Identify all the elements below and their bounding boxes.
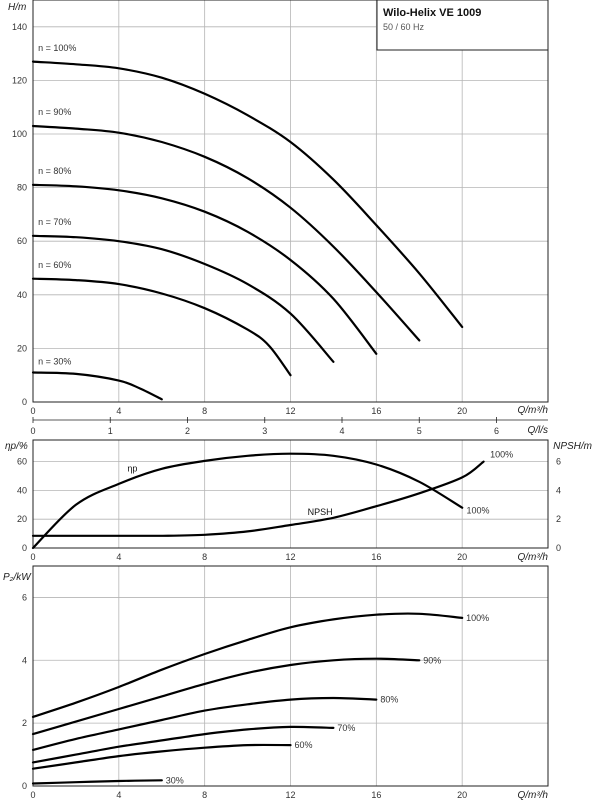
eff-plot-frame [32,439,549,549]
head-ylabel: H/m [8,2,26,13]
head-xtick-label: 20 [457,406,467,416]
npsh-ytick-label: 6 [556,457,561,467]
npsh-ytick-label: 0 [556,543,561,553]
eff-xtick-label: 12 [285,552,295,562]
head-xtick-label: 12 [285,406,295,416]
head-curve-label: n = 60% [38,260,71,270]
head-curve-4 [31,277,292,377]
head-ytick-label: 20 [17,343,27,353]
head-curve-3 [31,234,335,363]
npsh-ylabel: NPSH/m [553,441,592,452]
power-xtick-label: 16 [371,790,381,800]
eff-ytick-label: 40 [17,485,27,495]
head-xtick-label: 16 [371,406,381,416]
eff-xtick-label: 8 [202,552,207,562]
power-curve-label: 100% [466,613,489,623]
power-xtick-label: 12 [285,790,295,800]
head-xtick-label: 8 [202,406,207,416]
head-curve-label: n = 30% [38,356,71,366]
power-ytick-label: 4 [22,655,27,665]
head-xtick-label: 4 [116,406,121,416]
eff-ytick-label: 60 [17,457,27,467]
flow-ls-label: Q/l/s [527,425,548,436]
head-xtick-label: 0 [30,406,35,416]
eff-xlabel: Q/m³/h [517,552,548,563]
head-curve-5 [31,371,163,401]
efficiency-ylabel: ηp/% [5,441,28,452]
power-xtick-label: 4 [116,790,121,800]
eff-xtick-label: 16 [371,552,381,562]
head-ytick-label: 0 [22,397,27,407]
eff-ytick-label: 0 [22,543,27,553]
head-curve-2 [31,183,378,355]
power-curve-label: 70% [337,723,355,733]
head-curve-label: n = 80% [38,166,71,176]
power-curve-5 [31,779,163,785]
head-xlabel: Q/m³/h [517,405,548,416]
power-xlabel: Q/m³/h [517,790,548,800]
head-curve-0 [31,60,464,329]
power-curve-0 [31,612,464,718]
flow-ls-tick-label: 5 [417,426,422,436]
npsh-ytick-label: 2 [556,514,561,524]
head-ytick-label: 120 [12,75,27,85]
power-ylabel: P₂/kW [3,572,32,583]
power-curve-label: 90% [423,655,441,665]
head-curve-label: n = 100% [38,43,76,53]
eff-xtick-label: 20 [457,552,467,562]
npsh-series-name: NPSH [308,507,333,517]
power-curve-3 [31,725,335,764]
power-ytick-label: 0 [22,781,27,791]
power-curve-label: 30% [166,775,184,785]
power-xtick-label: 8 [202,790,207,800]
head-ytick-label: 80 [17,183,27,193]
npsh-ytick-label: 4 [556,485,561,495]
flow-ls-tick-label: 0 [30,426,35,436]
head-curve-label: n = 90% [38,107,71,117]
efficiency-series-name: ηp [127,464,137,474]
head-plot-frame [32,0,549,403]
power-curve-1 [31,657,421,736]
flow-ls-tick-label: 3 [262,426,267,436]
power-curve-2 [31,696,378,751]
head-curve-1 [31,124,421,342]
head-ytick-label: 60 [17,236,27,246]
head-ytick-label: 140 [12,22,27,32]
head-curve-label: n = 70% [38,217,71,227]
flow-ls-tick-label: 4 [339,426,344,436]
npsh-end-label: 100% [490,449,513,459]
eff-ytick-label: 20 [17,514,27,524]
power-xtick-label: 0 [30,790,35,800]
flow-ls-tick-label: 2 [185,426,190,436]
power-curve-4 [31,743,292,770]
power-xtick-label: 20 [457,790,467,800]
power-curve-label: 60% [295,740,313,750]
chart-title: Wilo-Helix VE 1009 [383,7,481,19]
power-ytick-label: 2 [22,718,27,728]
head-ytick-label: 40 [17,290,27,300]
eff-xtick-label: 0 [30,552,35,562]
efficiency-end-label: 100% [466,505,489,515]
power-plot-frame [32,565,549,787]
eff-xtick-label: 4 [116,552,121,562]
efficiency-curve [31,452,464,550]
npsh-curve [31,460,485,537]
chart-subtitle: 50 / 60 Hz [383,22,425,32]
title-box [376,0,549,51]
head-ytick-label: 100 [12,129,27,139]
flow-ls-tick-label: 6 [494,426,499,436]
power-panel: 0 2 4 6 0 4 8 12 16 20 P₂/kW Q/m³/h 100% 90% 80% 70% 60%… [3,565,549,800]
flow-ls-tick-label: 1 [108,426,113,436]
power-curve-label: 80% [380,695,398,705]
power-ytick-label: 6 [22,592,27,602]
